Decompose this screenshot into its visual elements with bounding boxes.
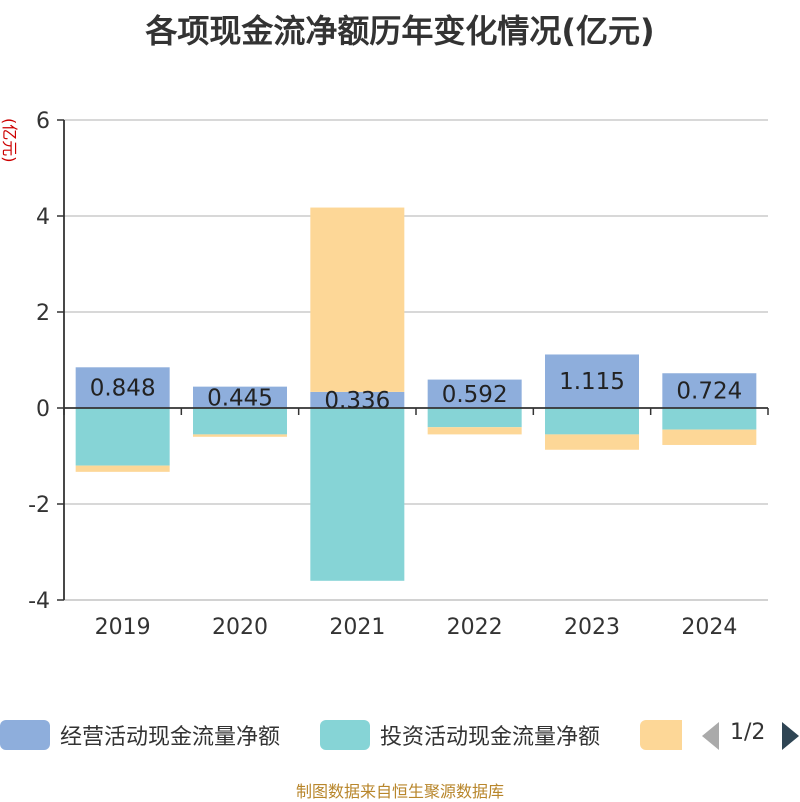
x-tick-label: 2022 bbox=[447, 615, 503, 640]
bar-2019-series-2[interactable] bbox=[75, 465, 170, 472]
x-tick-label: 2024 bbox=[681, 615, 737, 640]
legend-prev-page-icon[interactable] bbox=[702, 722, 719, 750]
axes: -4 -2 0 2 4 6 2019 2020 2021 2022 2023 2024 bbox=[28, 109, 769, 640]
bars bbox=[75, 207, 757, 581]
bar-2022-series-1[interactable] bbox=[427, 408, 522, 428]
legend-item-investing[interactable]: 投资活动现金流量净额 bbox=[320, 718, 600, 752]
x-tick-label: 2023 bbox=[564, 615, 620, 640]
y-tick-label: 4 bbox=[36, 205, 50, 230]
bar-2023-series-1[interactable] bbox=[545, 408, 639, 435]
bar-2019-series-1[interactable] bbox=[75, 408, 170, 466]
bar-2023-series-0[interactable] bbox=[545, 354, 639, 408]
bar-2020-series-2[interactable] bbox=[193, 434, 287, 437]
grid-lines bbox=[64, 119, 768, 601]
bar-2024-series-2[interactable] bbox=[662, 429, 757, 445]
x-tick-label: 2020 bbox=[212, 615, 268, 640]
bar-2023-series-2[interactable] bbox=[545, 434, 639, 450]
data-label-2024: 0.724 bbox=[676, 379, 742, 405]
data-label-2021: 0.336 bbox=[324, 388, 390, 414]
legend: 经营活动现金流量净额 投资活动现金流量净额 1/2 bbox=[0, 716, 800, 756]
legend-item-financing[interactable] bbox=[640, 718, 682, 752]
y-tick-label: 6 bbox=[36, 109, 50, 134]
legend-swatch-financing bbox=[640, 720, 682, 750]
y-tick-label: 0 bbox=[36, 397, 50, 422]
data-source-note: 制图数据来自恒生聚源数据库 bbox=[295, 782, 504, 801]
bar-2019-series-0[interactable] bbox=[75, 367, 170, 408]
bar-2024-series-1[interactable] bbox=[662, 408, 757, 430]
bar-2021-series-0[interactable] bbox=[310, 391, 405, 408]
bar-2022-series-2[interactable] bbox=[427, 427, 522, 435]
y-tick-label: -2 bbox=[28, 493, 50, 518]
data-label-2020: 0.445 bbox=[207, 385, 273, 411]
y-tick-label: 2 bbox=[36, 301, 50, 326]
y-axis-unit-label: (亿元) bbox=[0, 118, 19, 163]
bar-2021-series-2[interactable] bbox=[310, 207, 405, 392]
bar-2020-series-1[interactable] bbox=[193, 408, 287, 435]
data-label-2023: 1.115 bbox=[559, 369, 625, 395]
data-label-2019: 0.848 bbox=[90, 376, 156, 402]
legend-label-investing: 投资活动现金流量净额 bbox=[380, 725, 601, 750]
legend-next-page-icon[interactable] bbox=[782, 722, 799, 750]
legend-item-operating[interactable]: 经营活动现金流量净额 bbox=[0, 718, 280, 752]
legend-swatch-operating bbox=[0, 720, 50, 750]
x-tick-label: 2019 bbox=[95, 615, 151, 640]
bar-2022-series-0[interactable] bbox=[427, 379, 522, 408]
legend-page-indicator: 1/2 bbox=[730, 720, 766, 745]
x-tick-label: 2021 bbox=[329, 615, 385, 640]
data-labels: 0.848 0.445 0.336 0.592 1.115 0.724 bbox=[90, 369, 743, 414]
chart-title: 各项现金流净额历年变化情况(亿元) bbox=[145, 12, 655, 50]
bar-2020-series-0[interactable] bbox=[193, 386, 287, 408]
bar-2021-series-1[interactable] bbox=[310, 408, 405, 581]
legend-swatch-investing bbox=[320, 720, 370, 750]
bar-2024-series-0[interactable] bbox=[662, 373, 757, 408]
y-tick-label: -4 bbox=[28, 589, 50, 614]
legend-label-operating: 经营活动现金流量净额 bbox=[60, 725, 281, 750]
data-label-2022: 0.592 bbox=[442, 382, 508, 408]
